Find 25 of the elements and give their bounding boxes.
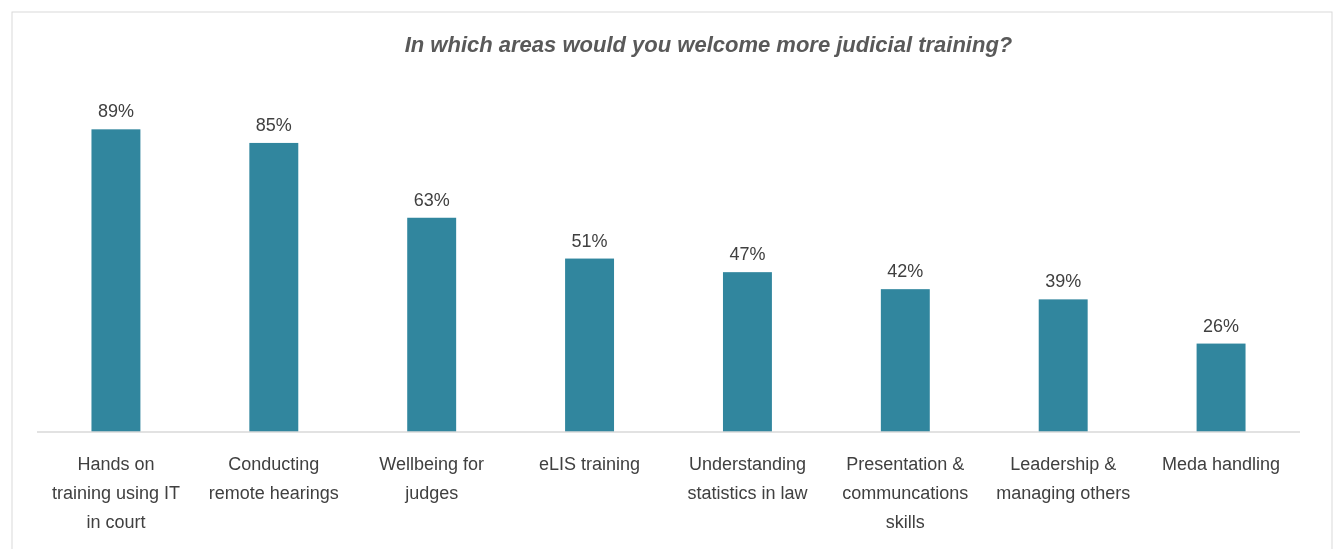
bar [1038, 299, 1088, 432]
data-label: 47% [729, 244, 766, 265]
bar [880, 289, 930, 432]
x-tick-label: Wellbeing for judges [379, 454, 485, 503]
chart-title: In which areas would you welcome more judicial training? [404, 32, 1013, 57]
x-tick-label: eLIS training [539, 454, 641, 474]
bar [407, 217, 457, 432]
data-label: 26% [1203, 315, 1240, 336]
x-tick-label: Leadership & managing others [996, 454, 1131, 503]
data-label: 63% [413, 189, 450, 210]
x-tick-label: Understanding statistics in law [687, 454, 809, 503]
data-label: 85% [255, 114, 292, 135]
data-label: 51% [571, 230, 608, 251]
bar [249, 142, 299, 432]
x-tick-label: Presentation & communcations skills [842, 454, 969, 532]
data-label: 89% [97, 101, 134, 122]
bar [1196, 343, 1246, 432]
x-tick-label: Hands on training using IT in court [51, 454, 180, 532]
bar [91, 129, 141, 432]
x-tick-label: Conducting remote hearings [208, 454, 339, 503]
bar [722, 272, 772, 432]
x-tick-label: Meda handling [1162, 454, 1281, 474]
data-label: 42% [887, 261, 924, 282]
bar [565, 258, 615, 432]
data-label: 39% [1045, 271, 1082, 292]
